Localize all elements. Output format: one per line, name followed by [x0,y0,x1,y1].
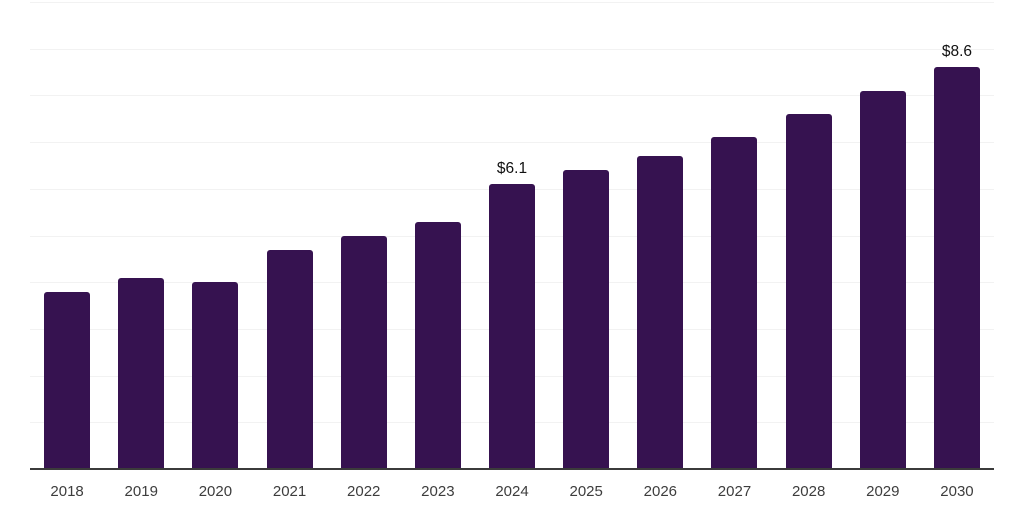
x-axis-label: 2027 [717,483,752,500]
bar-slot [104,2,178,469]
bar-value-label: $8.6 [941,43,973,61]
bar-2029 [859,90,906,469]
bar-slot: $8.6 [920,2,994,469]
bar-2025 [563,170,610,469]
bar-slot [252,2,326,469]
bar-slot [623,2,697,469]
gridline [30,95,994,97]
bar-slot [30,2,104,469]
bar-2027 [711,137,758,469]
gridline [30,48,994,50]
bar-2024 [489,184,536,469]
bar-slot [178,2,252,469]
x-axis-label: 2021 [272,483,307,500]
bar-slot: $6.1 [475,2,549,469]
x-axis-label: 2019 [124,483,158,500]
bar-2026 [637,156,684,469]
bar-slot [549,2,623,469]
bar-slot [772,2,846,469]
bar-2030 [933,67,980,469]
x-axis-label: 2018 [50,483,84,500]
bar-slot [846,2,920,469]
bar-2022 [340,235,387,469]
bar-2018 [44,291,91,469]
gridline [30,2,994,3]
x-axis-label: 2024 [495,483,529,500]
x-axis-label: 2026 [643,483,678,500]
x-axis-label: 2028 [791,483,826,500]
bar-2019 [118,277,165,469]
bar-2021 [266,249,313,469]
bar-value-label: $6.1 [496,160,528,178]
x-axis-labels: 2018 2019 2020 2021 2022 2023 2024 2025 2026 2027… [30,483,994,501]
bar-slot [697,2,771,469]
x-axis-label: 2023 [421,483,455,500]
bar-2028 [785,114,832,469]
x-axis-label: 2030 [940,483,974,500]
x-axis-label: 2025 [569,483,603,500]
bar-2023 [414,221,461,469]
plot-area: $6.1 $8.6 [30,2,994,470]
bar-slot [401,2,475,469]
x-axis-line [30,468,994,470]
x-axis-label: 2020 [198,483,233,500]
bar-slot [327,2,401,469]
bar-2020 [192,282,239,469]
bars-container: $6.1 $8.6 [30,2,994,469]
x-axis-label: 2022 [347,483,381,500]
x-axis-label: 2029 [866,483,900,500]
gridline [30,142,994,144]
